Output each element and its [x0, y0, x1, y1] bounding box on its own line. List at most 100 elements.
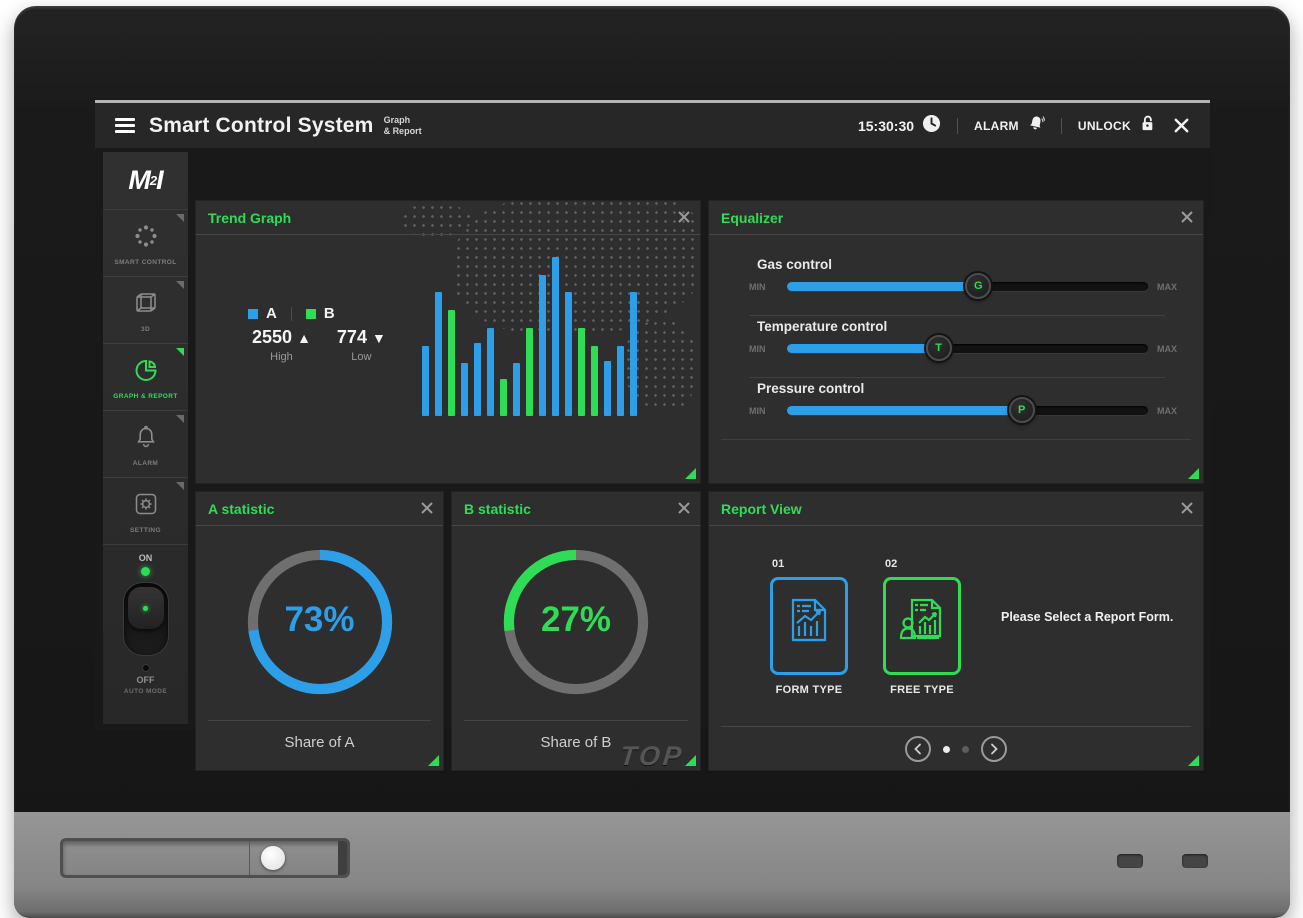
resize-handle[interactable]: [685, 468, 696, 479]
alarm-label: ALARM: [974, 118, 1019, 133]
free-type-card[interactable]: [883, 577, 961, 675]
trend-bar: [500, 379, 507, 416]
trend-bars: [422, 250, 648, 416]
donut-chart-a: 73%: [242, 544, 398, 700]
equalizer-panel: Equalizer Gas control MIN G MAX: [709, 201, 1203, 483]
sidebar-item-label: SETTING: [130, 527, 161, 534]
sidebar-item-label: ALARM: [132, 460, 159, 467]
pie-chart-icon: [132, 359, 160, 388]
divider: [749, 315, 1165, 316]
pressure-slider[interactable]: P: [787, 397, 1148, 423]
carousel-prev-button[interactable]: [905, 736, 931, 762]
auto-mode-label: AUTO MODE: [123, 688, 168, 695]
on-indicator-led: [141, 567, 150, 576]
slider-handle[interactable]: T: [925, 335, 952, 361]
trend-bar: [578, 328, 585, 416]
trend-bar: [604, 361, 611, 416]
stat-body: 27% Share of B: [452, 526, 700, 770]
legend-item-b: B: [305, 305, 335, 322]
corner-wedge-icon: [176, 348, 184, 356]
slider-label: Gas control: [757, 257, 833, 272]
device-brand-logo: TOP: [618, 741, 686, 771]
app-subtitle: Graph & Report: [383, 115, 422, 136]
bell-icon: [132, 425, 160, 455]
temperature-slider[interactable]: T: [787, 335, 1148, 361]
high-low-stats: 2550 ▲ High 774 ▼ Low: [252, 327, 386, 363]
panel-title: B statistic: [464, 501, 531, 517]
hamburger-icon[interactable]: [115, 115, 135, 136]
trend-bar: [539, 274, 546, 416]
min-label: MIN: [749, 282, 766, 292]
legend-swatch: [248, 308, 258, 319]
corner-wedge-icon: [176, 214, 184, 222]
device-body: Smart Control System Graph & Report 15:3…: [14, 6, 1290, 918]
percent-value: 73%: [284, 600, 355, 639]
gas-slider[interactable]: G: [787, 273, 1148, 299]
slider-handle[interactable]: P: [1008, 397, 1035, 423]
sidebar-item-graph-report[interactable]: GRAPH & REPORT: [103, 343, 188, 410]
divider: [290, 306, 292, 321]
resize-handle[interactable]: [685, 755, 696, 766]
form-type-card[interactable]: [770, 577, 848, 675]
corner-wedge-icon: [176, 415, 184, 423]
alarm-button[interactable]: ALARM: [974, 114, 1045, 137]
stat-body: 73% Share of A: [196, 526, 443, 770]
resize-handle[interactable]: [428, 755, 439, 766]
stat-caption: Share of A: [284, 734, 355, 751]
carousel-next-button[interactable]: [981, 736, 1007, 762]
carousel-dot-active[interactable]: [943, 745, 950, 753]
world-map-dots: [454, 201, 700, 337]
close-icon[interactable]: [677, 501, 691, 515]
power-toggle-switch[interactable]: [122, 582, 169, 656]
max-label: MAX: [1157, 344, 1177, 354]
slot-divider: [249, 841, 250, 875]
pressure-control-row: Pressure control MIN P MAX: [709, 381, 1203, 437]
power-section: ON OFF AUTO MODE: [103, 544, 188, 695]
panel-title: Trend Graph: [208, 210, 292, 226]
card-label: FREE TYPE: [890, 684, 954, 696]
legend-swatch: [305, 308, 316, 319]
clock-group[interactable]: 15:30:30: [858, 114, 941, 138]
up-arrow-icon: ▲: [297, 330, 311, 346]
sidebar-item-smart-control[interactable]: SMART CONTROL: [103, 209, 188, 276]
trend-bar: [513, 362, 520, 416]
on-label: ON: [138, 553, 153, 563]
report-message: Please Select a Report Form.: [1001, 610, 1174, 624]
sidebar-item-alarm[interactable]: ALARM: [103, 410, 188, 477]
bottom-bezel: [14, 812, 1290, 918]
carousel-dot[interactable]: [962, 745, 969, 753]
divider: [749, 377, 1165, 378]
close-icon[interactable]: [420, 501, 434, 515]
padlock-open-icon: [1139, 114, 1155, 137]
close-icon[interactable]: [677, 210, 691, 224]
trend-bar: [526, 328, 533, 416]
trend-bar: [552, 256, 559, 416]
resize-handle[interactable]: [1188, 468, 1199, 479]
unlock-button[interactable]: UNLOCK: [1078, 114, 1155, 137]
slider-handle[interactable]: G: [965, 273, 992, 299]
hardware-slider-slot: [60, 838, 350, 878]
trend-bar: [591, 346, 598, 416]
close-icon[interactable]: [1180, 210, 1194, 224]
sidebar-item-setting[interactable]: SETTING: [103, 477, 188, 544]
slot-end-cap: [338, 841, 347, 875]
panel-title: Report View: [721, 501, 802, 517]
trend-bar: [474, 342, 481, 416]
resize-handle[interactable]: [1188, 755, 1199, 766]
dotted-ring-icon: [132, 225, 160, 254]
slider-fill: [787, 406, 1022, 415]
toggle-handle[interactable]: [127, 587, 164, 629]
sidebar-item-3d[interactable]: 3D: [103, 276, 188, 343]
max-label: MAX: [1157, 406, 1177, 416]
close-icon[interactable]: [1173, 117, 1190, 134]
percent-value: 27%: [540, 600, 612, 639]
slider-fill: [787, 344, 939, 353]
card-number: 01: [772, 558, 785, 570]
close-icon[interactable]: [1180, 501, 1194, 515]
report-chart-doc-icon: [785, 596, 833, 657]
hardware-knob[interactable]: [261, 846, 285, 870]
report-view-panel: Report View 01 02: [709, 492, 1203, 770]
